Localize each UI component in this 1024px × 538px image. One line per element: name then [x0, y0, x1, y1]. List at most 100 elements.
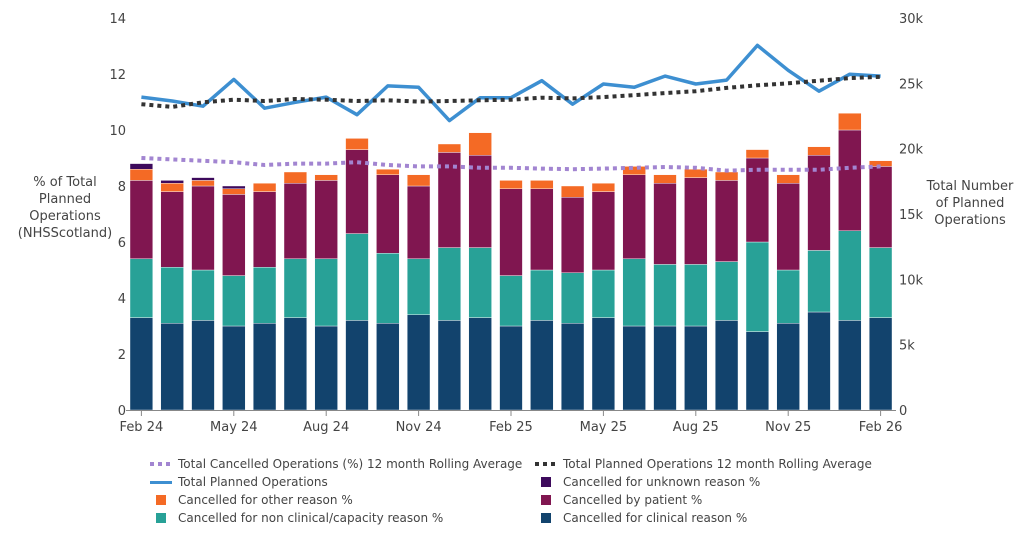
- bar-segment-cancelled-for-non-clinical-capacity-reason[interactable]: [776, 269, 800, 324]
- bar-segment-cancelled-for-clinical-reason[interactable]: [776, 323, 800, 411]
- bar-segment-cancelled-for-non-clinical-capacity-reason[interactable]: [869, 247, 893, 318]
- bar-segment-cancelled-for-clinical-reason[interactable]: [715, 320, 739, 411]
- bar-segment-cancelled-for-other-reason[interactable]: [468, 132, 492, 156]
- bar-segment-cancelled-for-clinical-reason[interactable]: [407, 314, 431, 411]
- bar-segment-cancelled-for-non-clinical-capacity-reason[interactable]: [684, 264, 708, 327]
- legend-item[interactable]: Cancelled for clinical reason %: [535, 511, 747, 525]
- bar-segment-cancelled-by-patient[interactable]: [807, 154, 831, 251]
- bar-segment-cancelled-for-other-reason[interactable]: [191, 180, 215, 187]
- bar-segment-cancelled-for-other-reason[interactable]: [776, 174, 800, 184]
- bar-segment-cancelled-for-clinical-reason[interactable]: [530, 320, 554, 411]
- bar-segment-cancelled-by-patient[interactable]: [684, 177, 708, 265]
- bar-segment-cancelled-for-clinical-reason[interactable]: [283, 317, 307, 411]
- bar-segment-cancelled-by-patient[interactable]: [776, 182, 800, 271]
- bar-segment-cancelled-for-clinical-reason[interactable]: [160, 323, 184, 411]
- bar-segment-cancelled-for-non-clinical-capacity-reason[interactable]: [499, 275, 523, 327]
- bar-segment-cancelled-for-other-reason[interactable]: [622, 166, 646, 175]
- bar-segment-cancelled-for-non-clinical-capacity-reason[interactable]: [160, 267, 184, 324]
- bar-segment-cancelled-for-clinical-reason[interactable]: [222, 325, 246, 411]
- bar-segment-cancelled-for-unknown-reason[interactable]: [191, 177, 215, 181]
- bar-segment-cancelled-by-patient[interactable]: [437, 152, 461, 248]
- bar-segment-cancelled-for-non-clinical-capacity-reason[interactable]: [437, 247, 461, 321]
- bar-segment-cancelled-by-patient[interactable]: [314, 180, 338, 259]
- bar-segment-cancelled-by-patient[interactable]: [407, 185, 431, 260]
- bar-segment-cancelled-for-other-reason[interactable]: [715, 171, 739, 181]
- bar-segment-cancelled-for-clinical-reason[interactable]: [591, 317, 615, 411]
- bar-segment-cancelled-by-patient[interactable]: [191, 185, 215, 271]
- bar-segment-cancelled-for-non-clinical-capacity-reason[interactable]: [283, 258, 307, 318]
- bar-segment-cancelled-by-patient[interactable]: [653, 182, 677, 265]
- bar-segment-cancelled-for-other-reason[interactable]: [283, 171, 307, 184]
- legend-item[interactable]: Total Planned Operations 12 month Rollin…: [535, 457, 872, 471]
- bar-segment-cancelled-for-non-clinical-capacity-reason[interactable]: [530, 269, 554, 321]
- bar-segment-cancelled-for-clinical-reason[interactable]: [622, 325, 646, 411]
- bar-segment-cancelled-for-other-reason[interactable]: [160, 182, 184, 192]
- bar-segment-cancelled-for-other-reason[interactable]: [807, 146, 831, 156]
- bar-segment-cancelled-for-other-reason[interactable]: [437, 143, 461, 153]
- bar-segment-cancelled-for-non-clinical-capacity-reason[interactable]: [653, 264, 677, 327]
- bar-segment-cancelled-for-non-clinical-capacity-reason[interactable]: [622, 258, 646, 327]
- bar-segment-cancelled-for-non-clinical-capacity-reason[interactable]: [807, 250, 831, 313]
- bar-segment-cancelled-for-clinical-reason[interactable]: [838, 320, 862, 411]
- bar-segment-cancelled-by-patient[interactable]: [591, 191, 615, 271]
- bar-segment-cancelled-for-non-clinical-capacity-reason[interactable]: [591, 269, 615, 318]
- bar-segment-cancelled-for-non-clinical-capacity-reason[interactable]: [253, 267, 277, 324]
- bar-segment-cancelled-by-patient[interactable]: [283, 182, 307, 259]
- bar-segment-cancelled-for-other-reason[interactable]: [253, 182, 277, 192]
- bar-segment-cancelled-for-other-reason[interactable]: [314, 174, 338, 181]
- line-total-planned-operations-12-month-rolling-average[interactable]: [141, 74, 881, 109]
- bar-segment-cancelled-for-other-reason[interactable]: [222, 188, 246, 195]
- bar-segment-cancelled-for-clinical-reason[interactable]: [253, 323, 277, 411]
- bar-segment-cancelled-by-patient[interactable]: [869, 166, 893, 248]
- bar-segment-cancelled-for-clinical-reason[interactable]: [499, 325, 523, 411]
- bar-segment-cancelled-for-clinical-reason[interactable]: [129, 317, 153, 411]
- bar-segment-cancelled-for-non-clinical-capacity-reason[interactable]: [561, 272, 585, 324]
- bar-segment-cancelled-for-other-reason[interactable]: [407, 174, 431, 187]
- bar-segment-cancelled-for-unknown-reason[interactable]: [222, 185, 246, 189]
- bar-segment-cancelled-for-non-clinical-capacity-reason[interactable]: [129, 258, 153, 318]
- bar-segment-cancelled-for-other-reason[interactable]: [376, 168, 400, 175]
- line-total-cancelled-operations-12-month-rolling-average[interactable]: [141, 156, 881, 173]
- bar-segment-cancelled-for-non-clinical-capacity-reason[interactable]: [376, 252, 400, 324]
- bar-segment-cancelled-for-non-clinical-capacity-reason[interactable]: [314, 258, 338, 327]
- bar-segment-cancelled-by-patient[interactable]: [129, 180, 153, 259]
- bar-segment-cancelled-for-clinical-reason[interactable]: [376, 323, 400, 411]
- bar-segment-cancelled-for-non-clinical-capacity-reason[interactable]: [745, 241, 769, 332]
- bar-segment-cancelled-by-patient[interactable]: [530, 188, 554, 271]
- bar-segment-cancelled-for-clinical-reason[interactable]: [437, 320, 461, 411]
- bar-segment-cancelled-for-clinical-reason[interactable]: [561, 323, 585, 411]
- bar-segment-cancelled-for-non-clinical-capacity-reason[interactable]: [222, 275, 246, 327]
- bar-segment-cancelled-by-patient[interactable]: [222, 194, 246, 276]
- legend-item[interactable]: Total Cancelled Operations (%) 12 month …: [150, 457, 535, 471]
- bar-segment-cancelled-for-other-reason[interactable]: [561, 185, 585, 198]
- bar-segment-cancelled-for-clinical-reason[interactable]: [684, 325, 708, 411]
- bar-segment-cancelled-for-other-reason[interactable]: [345, 138, 369, 150]
- bar-segment-cancelled-for-clinical-reason[interactable]: [869, 317, 893, 411]
- bar-segment-cancelled-for-clinical-reason[interactable]: [653, 325, 677, 411]
- bar-segment-cancelled-for-other-reason[interactable]: [129, 168, 153, 181]
- legend-item[interactable]: Cancelled by patient %: [535, 493, 702, 507]
- bar-segment-cancelled-by-patient[interactable]: [160, 191, 184, 268]
- bar-segment-cancelled-by-patient[interactable]: [376, 174, 400, 254]
- bar-segment-cancelled-for-clinical-reason[interactable]: [345, 320, 369, 411]
- legend-item[interactable]: Cancelled for non clinical/capacity reas…: [150, 511, 535, 525]
- bar-segment-cancelled-for-other-reason[interactable]: [653, 174, 677, 184]
- bar-segment-cancelled-by-patient[interactable]: [838, 129, 862, 232]
- bar-segment-cancelled-for-clinical-reason[interactable]: [745, 331, 769, 411]
- legend-item[interactable]: Total Planned Operations: [150, 475, 535, 489]
- bar-segment-cancelled-for-clinical-reason[interactable]: [807, 311, 831, 411]
- bar-segment-cancelled-for-other-reason[interactable]: [530, 180, 554, 189]
- bar-segment-cancelled-by-patient[interactable]: [622, 174, 646, 260]
- bar-segment-cancelled-for-non-clinical-capacity-reason[interactable]: [407, 258, 431, 315]
- bar-segment-cancelled-for-unknown-reason[interactable]: [160, 180, 184, 184]
- bar-segment-cancelled-for-other-reason[interactable]: [591, 182, 615, 192]
- bar-segment-cancelled-for-non-clinical-capacity-reason[interactable]: [468, 247, 492, 318]
- bar-segment-cancelled-by-patient[interactable]: [715, 180, 739, 262]
- bar-segment-cancelled-by-patient[interactable]: [253, 191, 277, 268]
- bar-segment-cancelled-by-patient[interactable]: [345, 149, 369, 234]
- bar-segment-cancelled-for-clinical-reason[interactable]: [468, 317, 492, 411]
- legend-item[interactable]: Cancelled for other reason %: [150, 493, 535, 507]
- bar-segment-cancelled-for-unknown-reason[interactable]: [129, 163, 153, 170]
- bar-segment-cancelled-for-non-clinical-capacity-reason[interactable]: [345, 233, 369, 321]
- bar-segment-cancelled-for-non-clinical-capacity-reason[interactable]: [715, 261, 739, 321]
